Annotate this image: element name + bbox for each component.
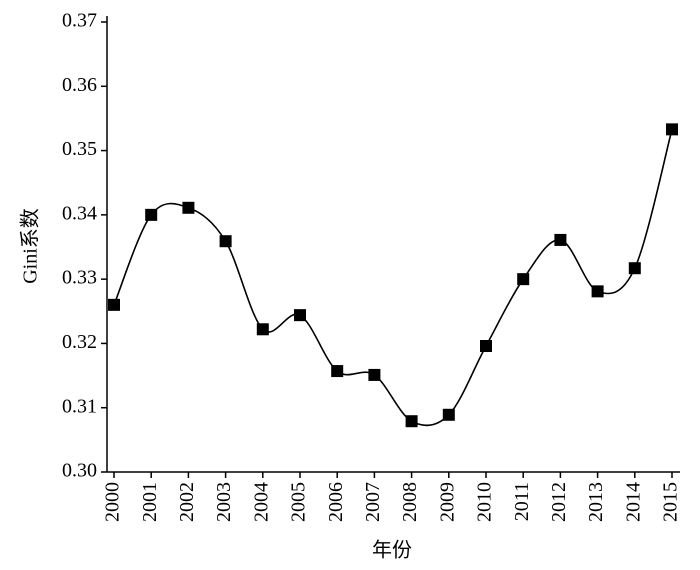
line [113,129,673,427]
x-tick-label: 2010 [474,482,496,522]
x-tick-label: 2006 [325,482,347,522]
marker [219,235,232,248]
x-tick-label: 2004 [250,482,272,522]
x-axis-label: 年份 [372,539,412,562]
marker [517,273,530,286]
marker [294,309,306,322]
x-tick-label: 2015 [660,482,682,522]
y-tick-label: 0.31 [62,395,97,417]
y-tick-label: 0.33 [62,267,97,289]
x-tick-label: 2001 [139,482,161,522]
y-tick-label: 0.32 [62,331,97,353]
y-tick-label: 0.37 [62,10,97,32]
x-tick-label: 2005 [288,482,310,522]
marker [108,298,120,311]
marker [666,123,678,136]
x-tick-label: 2014 [622,482,644,522]
marker [331,365,344,378]
x-tick-label: 2011 [511,482,533,521]
y-tick-label: 0.34 [62,202,97,224]
marker [145,208,158,221]
y-tick-label: 0.30 [62,460,97,482]
x-tick-label: 2009 [436,482,458,522]
marker [182,201,195,214]
x-tick-label: 2000 [102,482,124,522]
marker [368,368,381,381]
marker [554,233,567,246]
y-axis-label: Gini系数 [19,208,42,284]
x-tick-label: 2013 [585,482,607,522]
marker [442,408,455,421]
marker [591,285,604,298]
x-tick-label: 2007 [362,482,384,522]
x-tick-label: 2002 [176,482,198,522]
y-tick-label: 0.36 [62,74,97,96]
x-tick-label: 2012 [548,482,570,522]
x-tick-label: 2003 [213,482,235,522]
marker [480,340,492,352]
marker [628,262,641,275]
y-tick-label: 0.35 [62,138,97,160]
x-tick-label: 2008 [399,482,421,522]
marker [256,323,269,336]
marker [405,415,418,428]
